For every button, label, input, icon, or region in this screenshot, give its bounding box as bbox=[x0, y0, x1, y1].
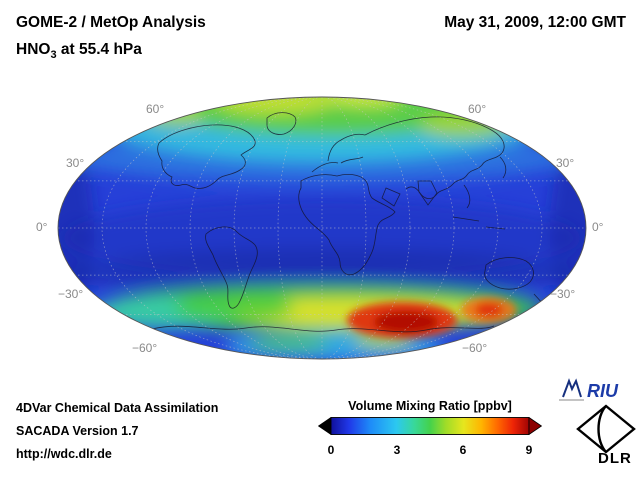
pressure-level: at 55.4 hPa bbox=[56, 41, 142, 58]
lat-label-30n-left: 30° bbox=[66, 156, 85, 170]
colorbar-tick-6: 6 bbox=[459, 443, 467, 457]
colorbar-tick-0: 0 bbox=[327, 443, 335, 457]
graticule bbox=[58, 97, 586, 359]
colorbar-ticks: 0 3 6 9 bbox=[318, 443, 542, 459]
lat-label-30n-right: 30° bbox=[556, 156, 575, 170]
dlr-logo-text: DLR bbox=[598, 450, 632, 467]
colorbar-tick-9: 9 bbox=[525, 443, 533, 457]
colorbar-tick-3: 3 bbox=[393, 443, 401, 457]
plot-subtitle: HNO3 at 55.4 hPa bbox=[16, 41, 142, 61]
colorbar-under-arrow bbox=[317, 416, 332, 436]
lat-label-60n-left: 60° bbox=[146, 102, 165, 116]
world-map-figure bbox=[34, 88, 610, 368]
colorbar-over-arrow bbox=[528, 416, 543, 436]
heatmap-field bbox=[58, 97, 586, 359]
timestamp: May 31, 2009, 12:00 GMT bbox=[444, 14, 626, 31]
world-map-svg bbox=[57, 96, 587, 360]
colorbar: Volume Mixing Ratio [ppbv] bbox=[317, 399, 543, 459]
map-outline bbox=[57, 96, 587, 360]
footer-url: http://wdc.dlr.de bbox=[16, 447, 112, 461]
dlr-logo-icon bbox=[576, 404, 636, 454]
riu-logo-text: RIU bbox=[587, 381, 619, 401]
lat-label-60s-left: −60° bbox=[132, 341, 158, 355]
lat-label-30s-left: −30° bbox=[58, 287, 84, 301]
colorbar-label: Volume Mixing Ratio [ppbv] bbox=[348, 399, 512, 413]
riu-logo: RIU bbox=[558, 376, 632, 404]
footer-version: SACADA Version 1.7 bbox=[16, 424, 139, 438]
species-subscript: 3 bbox=[50, 49, 57, 62]
lat-label-0-left: 0° bbox=[36, 220, 48, 234]
continent-outlines bbox=[151, 112, 545, 333]
lat-label-30s-right: −30° bbox=[550, 287, 576, 301]
colorbar-gradient bbox=[317, 416, 543, 436]
plot-title: GOME-2 / MetOp Analysis bbox=[16, 14, 206, 31]
footer-assimilation: 4DVar Chemical Data Assimilation bbox=[16, 401, 219, 415]
lat-label-0-right: 0° bbox=[592, 220, 604, 234]
species-name: HNO bbox=[16, 41, 51, 58]
lat-label-60s-right: −60° bbox=[462, 341, 488, 355]
dlr-logo bbox=[574, 404, 638, 454]
lat-label-60n-right: 60° bbox=[468, 102, 487, 116]
riu-logo-icon bbox=[559, 378, 584, 401]
